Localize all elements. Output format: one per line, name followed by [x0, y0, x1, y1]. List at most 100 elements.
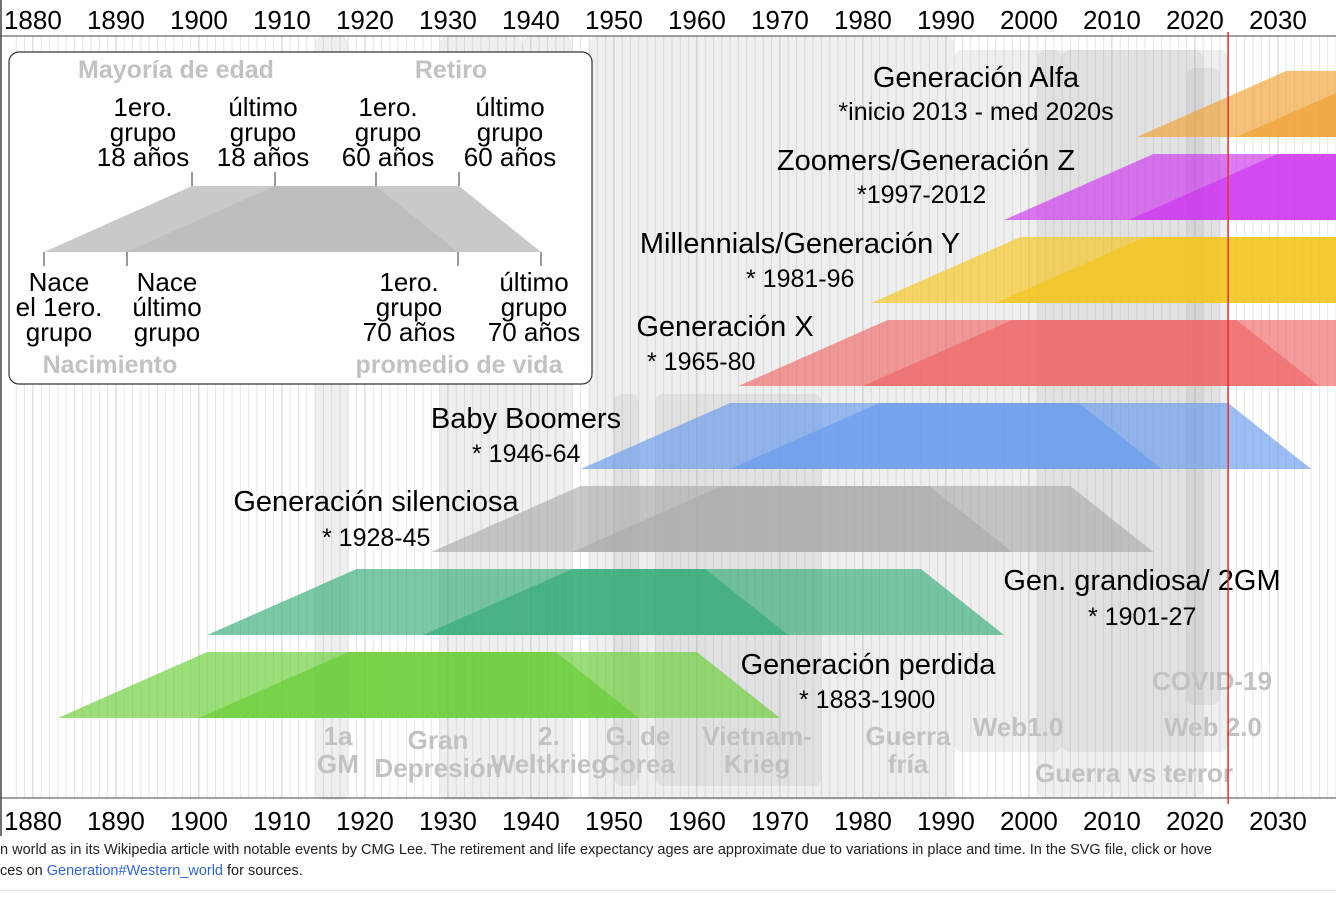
- generation-years: * 1965-80: [647, 348, 755, 376]
- generation-name: Generación silenciosa: [233, 486, 519, 518]
- event-band: [954, 50, 1063, 752]
- legend-top-label: 18 años: [217, 142, 310, 172]
- generation-name: Generación Alfa: [873, 62, 1080, 94]
- legend-top-label: grupo: [355, 117, 422, 147]
- event-label: fría: [888, 749, 929, 779]
- generation-years: *inicio 2013 - med 2020s: [838, 98, 1113, 126]
- year-tick-label: 1930: [419, 806, 477, 836]
- legend-top-label: 60 años: [342, 142, 435, 172]
- year-tick-label: 1980: [834, 806, 892, 836]
- year-tick-label: 1980: [834, 5, 892, 35]
- caption-suffix: for sources.: [223, 863, 303, 879]
- year-tick-label: 1920: [336, 806, 394, 836]
- year-tick-label: 1960: [668, 806, 726, 836]
- generation-0: [57, 652, 780, 718]
- year-tick-label: 2020: [1166, 5, 1224, 35]
- year-tick-label: 2000: [1000, 5, 1058, 35]
- legend-footer: Nacimiento: [43, 351, 178, 379]
- cohort-last: [423, 569, 1004, 635]
- event-label: Web1.0: [973, 712, 1064, 742]
- legend-top-label: 60 años: [464, 142, 557, 172]
- cohort-last: [1128, 154, 1336, 220]
- legend-footer: promedio de vida: [356, 351, 564, 379]
- cohort-last: [198, 652, 780, 718]
- caption-prefix: ces on: [0, 863, 47, 879]
- legend-top-label: 18 años: [97, 142, 190, 172]
- legend-bottom-label: 70 años: [488, 317, 581, 347]
- generation-2: [431, 486, 1154, 552]
- event-label: GM: [317, 749, 359, 779]
- generation-name: Generación X: [636, 311, 813, 343]
- legend-bottom-label: 1ero.: [379, 267, 438, 297]
- legend-last-cohort: [127, 186, 541, 252]
- legend-top-label: grupo: [110, 117, 177, 147]
- year-tick-label: 1920: [336, 5, 394, 35]
- event-label: Vietnam-: [702, 721, 811, 751]
- year-tick-label: 1940: [502, 5, 560, 35]
- cohort-last: [995, 237, 1336, 303]
- generation-7: [1136, 71, 1336, 137]
- legend-bottom-label: Nace: [137, 267, 198, 297]
- legend-bottom-label: grupo: [26, 317, 93, 347]
- year-tick-label: 2000: [1000, 806, 1058, 836]
- year-tick-label: 2020: [1166, 806, 1224, 836]
- year-tick-label: 1910: [253, 806, 311, 836]
- legend-top-label: grupo: [477, 117, 544, 147]
- generation-years: * 1981-96: [746, 265, 854, 293]
- legend-bottom-label: grupo: [376, 292, 443, 322]
- generation-bands: Generación perdida * 1883-1900 Gen. grandi…: [57, 62, 1336, 718]
- cohort-last: [1236, 93, 1336, 137]
- legend-bottom-label: grupo: [501, 292, 568, 322]
- generation-article-link[interactable]: Generation#Western_world: [46, 863, 223, 879]
- event-label: G. de: [605, 721, 670, 751]
- legend-top-label: último: [228, 92, 297, 122]
- event-label: Web 2.0: [1164, 712, 1262, 742]
- legend-top-label: último: [475, 92, 544, 122]
- legend-bottom-label: último: [132, 292, 201, 322]
- year-tick-label: 2010: [1083, 806, 1141, 836]
- legend-top-label: grupo: [230, 117, 297, 147]
- year-tick-label: 1970: [751, 806, 809, 836]
- event-label: Weltkrieg: [491, 749, 608, 779]
- year-tick-label: 2030: [1249, 806, 1307, 836]
- generation-5: [871, 237, 1336, 303]
- legend-col-header: Mayoría de edad: [78, 56, 274, 84]
- generation-years: * 1928-45: [322, 524, 430, 552]
- event-label: Guerra vs terror: [1035, 758, 1233, 788]
- year-tick-label: 1960: [668, 5, 726, 35]
- year-tick-label: 1910: [253, 5, 311, 35]
- legend-bottom-label: último: [499, 267, 568, 297]
- generation-name: Generación perdida: [741, 649, 997, 681]
- year-axes: 1880 1890 1900 1910 1920 1930 1940 1950 1960 1970…: [0, 0, 1336, 836]
- legend-bottom-label: el 1ero.: [16, 292, 103, 322]
- year-tick-label: 1900: [170, 806, 228, 836]
- event-label: Guerra: [865, 721, 951, 751]
- cohort-last: [572, 486, 1154, 552]
- event-label: 1a: [324, 721, 353, 751]
- event-band: [1186, 68, 1220, 705]
- generation-years: *1997-2012: [857, 181, 986, 209]
- cohort-last: [730, 403, 1312, 469]
- legend-top-label: 1ero.: [358, 92, 417, 122]
- year-tick-label: 1890: [87, 806, 145, 836]
- legend-bottom-label: 70 años: [363, 317, 456, 347]
- generation-years: * 1901-27: [1088, 603, 1196, 631]
- generation-years: * 1883-1900: [799, 686, 935, 714]
- year-tick-label: 1990: [917, 5, 975, 35]
- year-tick-label: 2030: [1249, 5, 1307, 35]
- year-tick-label: 1950: [585, 806, 643, 836]
- year-tick-label: 1950: [585, 5, 643, 35]
- year-tick-label: 1940: [502, 806, 560, 836]
- event-label: 2.: [538, 721, 560, 751]
- event-label: Depresión: [374, 753, 501, 783]
- event-label: COVID-19: [1152, 666, 1272, 696]
- generation-name: Baby Boomers: [431, 403, 621, 435]
- year-tick-label: 1930: [419, 5, 477, 35]
- legend-col-header: Retiro: [415, 56, 487, 84]
- generation-6: [1004, 154, 1336, 220]
- event-label: Krieg: [724, 749, 790, 779]
- generation-years: * 1946-64: [472, 440, 581, 468]
- year-tick-label: 1880: [4, 806, 62, 836]
- divider: [0, 890, 1336, 891]
